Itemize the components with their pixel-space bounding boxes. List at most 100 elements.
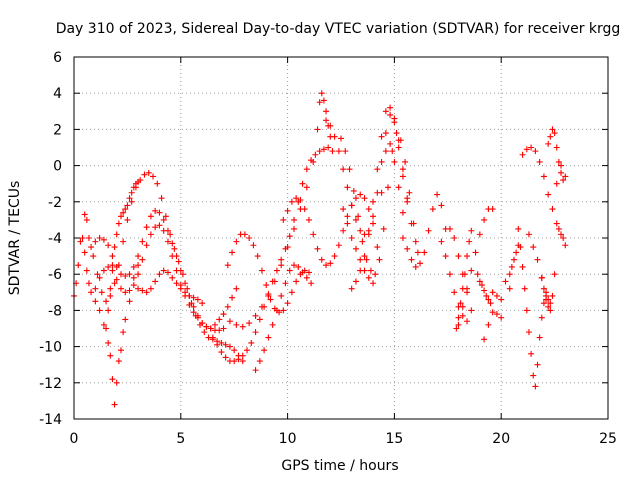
data-point <box>79 235 86 241</box>
data-point <box>543 296 550 303</box>
series-arc-v <box>481 309 505 343</box>
data-point <box>81 249 88 256</box>
data-point <box>278 262 285 269</box>
data-point <box>478 282 485 289</box>
data-point <box>147 285 154 292</box>
data-point <box>376 256 383 263</box>
data-point <box>120 209 127 216</box>
data-point <box>160 267 167 274</box>
data-point <box>303 184 310 191</box>
data-point <box>143 289 150 296</box>
data-point <box>184 285 191 292</box>
data-point <box>92 298 99 305</box>
data-point <box>466 238 473 245</box>
data-point <box>103 298 110 305</box>
data-point <box>254 253 261 260</box>
data-point <box>481 216 488 223</box>
data-point <box>545 191 552 198</box>
data-point <box>96 307 103 314</box>
data-point <box>179 271 186 278</box>
data-point <box>310 158 317 165</box>
data-point <box>438 202 445 209</box>
x-tick-label: 10 <box>279 431 297 447</box>
data-point <box>295 263 302 270</box>
data-point <box>538 314 545 321</box>
data-point <box>122 289 129 296</box>
data-point <box>201 329 208 336</box>
data-point <box>239 323 246 330</box>
data-point <box>493 292 500 299</box>
data-point <box>175 258 182 265</box>
data-point <box>288 198 295 205</box>
data-point <box>387 111 394 118</box>
data-point <box>115 220 122 227</box>
data-point <box>314 245 321 252</box>
data-point <box>160 227 167 234</box>
data-point <box>107 352 114 359</box>
data-point <box>98 289 105 296</box>
data-point <box>105 242 112 249</box>
data-point <box>485 321 492 328</box>
data-point <box>164 238 171 245</box>
data-point <box>229 294 236 301</box>
data-point <box>130 263 137 270</box>
data-point <box>374 166 381 173</box>
data-point <box>305 216 312 223</box>
data-point <box>414 249 421 256</box>
series-arc-z <box>515 225 552 390</box>
data-point <box>83 267 90 274</box>
data-point <box>515 225 522 232</box>
data-point <box>352 195 359 202</box>
series-arc-e <box>103 178 142 332</box>
data-point <box>105 339 112 346</box>
data-point <box>558 162 565 169</box>
data-point <box>461 271 468 278</box>
data-point <box>310 231 317 238</box>
data-point <box>139 238 146 245</box>
x-tick-label: 15 <box>385 431 403 447</box>
data-point <box>451 289 458 296</box>
data-point <box>107 285 114 292</box>
data-point <box>256 316 263 323</box>
data-point <box>350 187 357 194</box>
data-point <box>156 271 163 278</box>
data-point <box>111 401 118 408</box>
data-point <box>231 358 238 365</box>
data-point <box>446 225 453 232</box>
series-arc-j <box>252 262 315 374</box>
series-arc-u <box>474 271 494 307</box>
data-point <box>517 244 524 251</box>
data-point <box>464 285 471 292</box>
data-point <box>109 267 116 274</box>
series-arc-q <box>438 238 471 325</box>
data-point <box>378 133 385 140</box>
data-point <box>147 213 154 220</box>
data-point <box>164 269 171 276</box>
data-point <box>252 329 259 336</box>
data-point <box>305 269 312 276</box>
data-point <box>139 287 146 294</box>
data-point <box>269 321 276 328</box>
data-point <box>560 177 567 184</box>
data-point <box>532 383 539 390</box>
data-point <box>303 166 310 173</box>
series-arc-p <box>399 191 449 270</box>
series-arc-f <box>135 267 206 307</box>
data-point <box>408 256 415 263</box>
data-point <box>365 231 372 238</box>
y-axis-title: SDTVAR / TECUs <box>7 181 23 296</box>
data-point <box>530 372 537 379</box>
data-point <box>489 206 496 213</box>
data-point <box>387 104 394 111</box>
data-point <box>523 307 530 314</box>
data-point <box>147 231 154 238</box>
data-point <box>100 267 107 274</box>
y-tick-label: 6 <box>53 50 62 66</box>
data-point <box>553 180 560 187</box>
data-point <box>374 244 381 251</box>
data-point <box>382 130 389 137</box>
data-point <box>442 253 449 260</box>
data-point <box>549 126 556 133</box>
data-point <box>286 267 293 274</box>
data-point <box>88 244 95 251</box>
